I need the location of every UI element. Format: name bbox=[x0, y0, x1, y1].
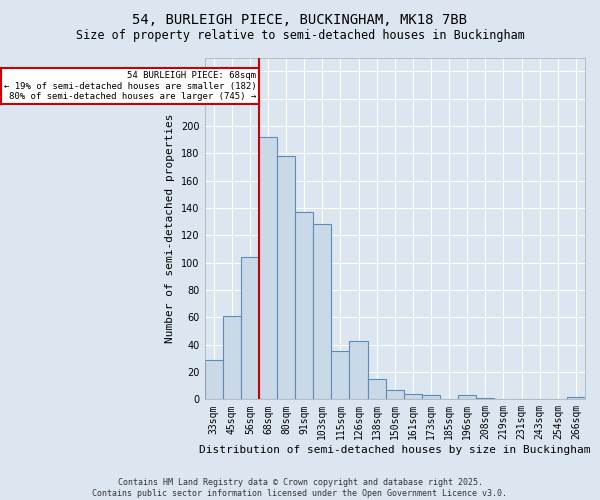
Text: Size of property relative to semi-detached houses in Buckingham: Size of property relative to semi-detach… bbox=[76, 29, 524, 42]
Bar bbox=[404, 394, 422, 400]
Bar bbox=[422, 395, 440, 400]
Bar bbox=[386, 390, 404, 400]
Text: 54, BURLEIGH PIECE, BUCKINGHAM, MK18 7BB: 54, BURLEIGH PIECE, BUCKINGHAM, MK18 7BB bbox=[133, 12, 467, 26]
Bar bbox=[313, 224, 331, 400]
Bar bbox=[295, 212, 313, 400]
Bar bbox=[205, 360, 223, 400]
Bar bbox=[458, 395, 476, 400]
Bar bbox=[476, 398, 494, 400]
X-axis label: Distribution of semi-detached houses by size in Buckingham: Distribution of semi-detached houses by … bbox=[199, 445, 590, 455]
Bar bbox=[241, 257, 259, 400]
Bar bbox=[277, 156, 295, 400]
Bar bbox=[331, 352, 349, 400]
Bar bbox=[349, 340, 368, 400]
Text: Contains HM Land Registry data © Crown copyright and database right 2025.
Contai: Contains HM Land Registry data © Crown c… bbox=[92, 478, 508, 498]
Bar bbox=[567, 396, 585, 400]
Bar bbox=[259, 137, 277, 400]
Text: 54 BURLEIGH PIECE: 68sqm
← 19% of semi-detached houses are smaller (182)
80% of : 54 BURLEIGH PIECE: 68sqm ← 19% of semi-d… bbox=[4, 71, 256, 101]
Bar bbox=[223, 316, 241, 400]
Y-axis label: Number of semi-detached properties: Number of semi-detached properties bbox=[166, 114, 175, 343]
Bar bbox=[368, 379, 386, 400]
